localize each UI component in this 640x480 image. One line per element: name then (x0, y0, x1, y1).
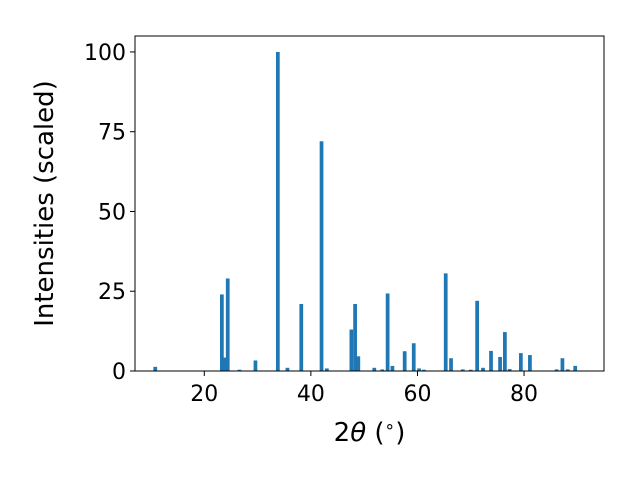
x-axis-title-theta: θ (350, 418, 366, 448)
x-axis-title-prefix: 2 (334, 418, 351, 448)
bar (481, 367, 485, 371)
x-axis-title-unit-open: ( (366, 418, 384, 448)
bar (356, 356, 361, 371)
bar (225, 278, 230, 371)
bar (319, 141, 324, 371)
bar (475, 300, 480, 371)
bar (554, 369, 559, 371)
bar (417, 368, 421, 371)
x-axis-title: 2θ (∘) (334, 417, 406, 448)
bar (507, 369, 512, 371)
bar (468, 369, 473, 371)
bar (443, 273, 448, 371)
bar (449, 358, 453, 371)
y-tick-label: 50 (98, 200, 126, 225)
bar (324, 368, 329, 371)
bar (411, 343, 416, 371)
bar (220, 294, 224, 371)
y-axis-title: Intensities (scaled) (30, 80, 60, 327)
bar (153, 366, 158, 371)
y-tick-label: 75 (98, 121, 126, 146)
bar (380, 369, 385, 371)
bar (503, 332, 507, 371)
bar (237, 369, 242, 371)
bar (222, 357, 227, 371)
bar (299, 304, 304, 371)
bar (372, 367, 377, 371)
bar (253, 360, 258, 371)
bars-group (153, 51, 578, 371)
x-axis-title-unit-close: ) (395, 418, 405, 448)
x-tick-label: 80 (510, 382, 538, 407)
bar (460, 369, 465, 371)
x-tick-label: 20 (190, 382, 218, 407)
bar (402, 351, 407, 371)
plot-frame (134, 35, 605, 372)
bar (285, 367, 290, 371)
x-axis-ticks: 20 40 60 80 (190, 371, 538, 407)
bar (489, 350, 493, 371)
bar (349, 329, 354, 371)
x-tick-label: 60 (403, 382, 431, 407)
bar (385, 293, 390, 371)
bar (528, 355, 532, 371)
bar (275, 51, 280, 371)
y-tick-label: 100 (84, 41, 126, 66)
bar (353, 304, 357, 371)
y-tick-label: 25 (98, 280, 126, 305)
x-axis-title-degree: ∘ (385, 417, 396, 437)
y-axis-ticks: 0 25 50 75 100 (84, 41, 135, 385)
y-tick-label: 0 (112, 360, 126, 385)
bar (573, 365, 578, 371)
bar (390, 365, 395, 371)
x-tick-label: 40 (297, 382, 325, 407)
bar (498, 356, 502, 371)
bar (518, 353, 523, 371)
bar (565, 369, 570, 371)
bar (560, 358, 565, 371)
bar (421, 369, 426, 371)
